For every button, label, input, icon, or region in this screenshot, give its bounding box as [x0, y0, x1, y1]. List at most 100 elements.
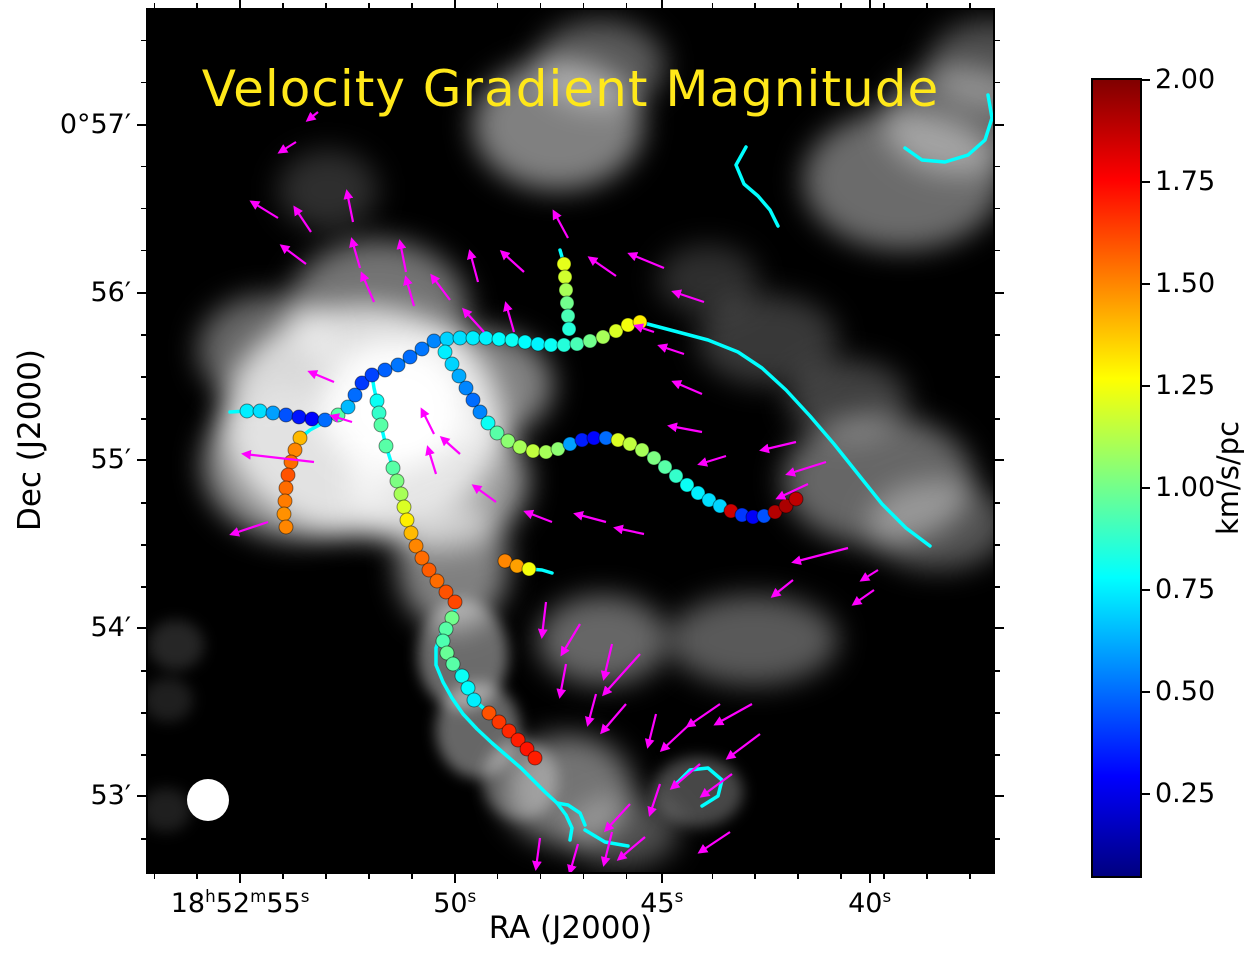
- intensity-blob: [668, 595, 838, 685]
- x-minor-tick: [797, 874, 799, 879]
- velocity-arrow: [713, 703, 753, 726]
- colorbar-tick-label: 1.75: [1155, 166, 1216, 198]
- spine-point: [622, 436, 638, 452]
- velocity-arrow: [602, 653, 641, 697]
- y-tick-label: 54′: [90, 612, 132, 644]
- velocity-arrow: [585, 693, 598, 727]
- y-minor-tick: [995, 418, 1000, 420]
- y-minor-tick: [141, 39, 146, 42]
- spine-point: [679, 477, 695, 493]
- velocity-arrow: [279, 244, 307, 265]
- spine-point: [491, 331, 507, 347]
- spine-point: [402, 349, 418, 365]
- velocity-arrow: [439, 436, 461, 455]
- colorbar-tick: [1142, 79, 1150, 81]
- spine-point: [512, 439, 528, 455]
- y-minor-tick: [995, 544, 1000, 546]
- velocity-arrow: [613, 524, 645, 536]
- spine-point: [466, 692, 482, 708]
- y-minor-tick: [995, 376, 1000, 378]
- spine-point: [657, 459, 673, 475]
- spine-point: [465, 330, 481, 346]
- spine-point: [501, 723, 517, 739]
- y-minor-tick: [141, 544, 146, 546]
- y-minor-tick: [141, 249, 146, 252]
- x-minor-tick: [582, 874, 585, 879]
- spine-point: [530, 336, 546, 352]
- plot-title: Velocity Gradient Magnitude: [201, 60, 940, 118]
- spine-point: [378, 438, 394, 454]
- x-tick-label: 50s: [433, 886, 477, 919]
- spine-point: [595, 329, 611, 345]
- velocity-arrow: [587, 256, 617, 277]
- intensity-blob: [653, 757, 743, 827]
- x-tick: [453, 0, 456, 8]
- spine-point: [646, 450, 662, 466]
- x-minor-tick: [282, 874, 284, 879]
- velocity-arrow: [600, 643, 614, 681]
- y-minor-tick: [995, 249, 1000, 252]
- intensity-blob: [698, 295, 838, 385]
- x-tick: [868, 874, 871, 883]
- y-tick: [137, 291, 146, 294]
- spine-point: [421, 562, 437, 578]
- filament-line: [734, 145, 780, 228]
- x-minor-tick: [754, 3, 756, 8]
- spine-point: [304, 411, 320, 427]
- velocity-arrow: [616, 836, 646, 861]
- y-tick: [137, 795, 146, 798]
- x-minor-tick: [196, 3, 198, 8]
- x-minor-tick: [969, 3, 971, 8]
- spine-point: [556, 337, 572, 353]
- colorbar-tick-label: 1.00: [1155, 472, 1216, 504]
- velocity-arrow: [532, 837, 542, 871]
- velocity-arrow: [552, 209, 569, 239]
- x-minor-tick: [282, 3, 284, 8]
- velocity-arrow: [471, 484, 497, 503]
- x-minor-tick: [539, 3, 542, 8]
- x-minor-tick: [625, 874, 628, 879]
- spine-point: [439, 331, 455, 347]
- velocity-arrow: [556, 663, 568, 699]
- intensity-blob: [482, 740, 558, 820]
- y-minor-tick: [141, 165, 146, 168]
- spine-point: [543, 337, 559, 353]
- velocity-arrow: [669, 763, 701, 790]
- colorbar-tick-label: 0.50: [1155, 676, 1216, 708]
- velocity-arrow: [567, 843, 580, 872]
- x-tick: [868, 0, 871, 8]
- velocity-arrow: [503, 301, 516, 333]
- spine-point: [437, 344, 453, 360]
- x-minor-tick: [883, 3, 885, 8]
- spine-point: [444, 610, 460, 626]
- spine-point: [465, 392, 481, 408]
- x-minor-tick: [153, 874, 155, 879]
- velocity-arrow: [667, 422, 703, 434]
- intensity-blob: [148, 788, 191, 832]
- velocity-arrow: [249, 200, 279, 219]
- spine-point: [414, 550, 430, 566]
- x-minor-tick: [711, 3, 714, 8]
- colorbar-tick: [1142, 487, 1150, 490]
- spine-point: [393, 486, 409, 502]
- colorbar-tick-label: 1.50: [1155, 268, 1216, 300]
- y-minor-tick: [995, 165, 1000, 168]
- velocity-arrow: [851, 589, 875, 606]
- x-minor-tick: [926, 874, 928, 879]
- colorbar-tick: [1142, 181, 1150, 184]
- colorbar-tick-label: 0.75: [1155, 574, 1216, 606]
- spine-point: [480, 415, 496, 431]
- spine-point: [278, 519, 294, 535]
- spine-point: [559, 295, 575, 311]
- velocity-arrow: [277, 141, 297, 154]
- colorbar-tick: [1142, 691, 1150, 694]
- spine-point: [340, 399, 356, 415]
- y-minor-tick: [995, 586, 1000, 588]
- x-tick-label: 18h52m55s: [170, 886, 310, 919]
- spine-point: [460, 680, 476, 696]
- y-minor-tick: [995, 334, 1000, 336]
- filament-line: [673, 766, 724, 808]
- x-tick: [239, 874, 242, 883]
- velocity-arrow: [633, 323, 655, 334]
